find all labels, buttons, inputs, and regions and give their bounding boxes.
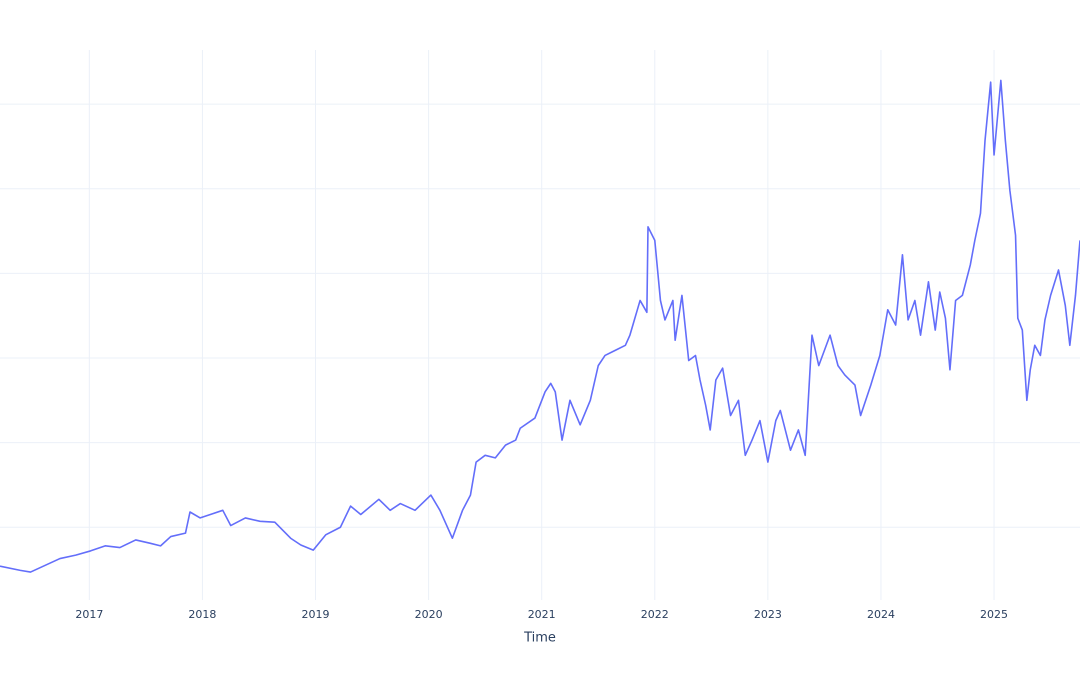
x-tick-label: 2019 xyxy=(302,608,330,621)
x-tick-label: 2017 xyxy=(75,608,103,621)
line-series xyxy=(0,79,1080,573)
x-tick-label: 2021 xyxy=(528,608,556,621)
x-axis-title: Time xyxy=(523,631,556,646)
x-tick-label: 2020 xyxy=(415,608,443,621)
x-tick-label: 2025 xyxy=(980,608,1008,621)
x-tick-label: 2023 xyxy=(754,608,782,621)
x-tick-label: 2018 xyxy=(188,608,216,621)
x-tick-label: 2024 xyxy=(867,608,895,621)
x-tick-label: 2022 xyxy=(641,608,669,621)
